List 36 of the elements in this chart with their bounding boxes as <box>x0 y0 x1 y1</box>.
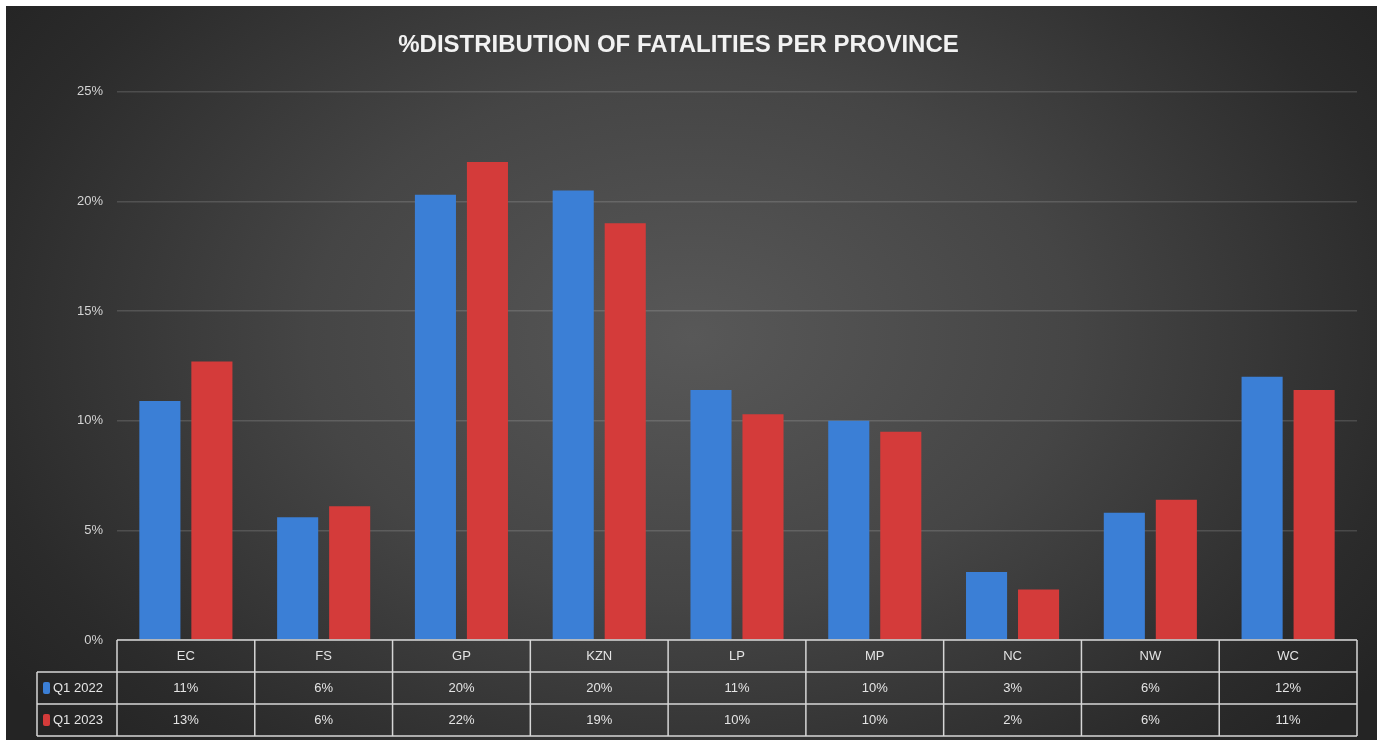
y-tick-label: 5% <box>84 521 104 537</box>
y-tick-label: 10% <box>76 412 104 428</box>
data-label: 6% <box>314 711 334 727</box>
data-label: 10% <box>861 679 889 695</box>
data-label: 11% <box>724 679 750 695</box>
data-label: 2% <box>1003 711 1023 727</box>
y-tick-label: 15% <box>76 302 104 318</box>
data-label: 20% <box>448 679 475 695</box>
x-tick-label: NW <box>1139 648 1162 664</box>
y-tick-label: 20% <box>76 193 104 209</box>
data-label: 6% <box>1140 711 1161 727</box>
chart-title: %DISTRIBUTION OF FATALITIES PER PROVINCE <box>398 30 959 58</box>
data-label: 10% <box>723 711 751 727</box>
y-tick-label: 0% <box>84 631 104 647</box>
data-label: 10% <box>861 711 889 727</box>
x-tick-label: KZN <box>586 648 613 664</box>
legend-label: Q1 2023 <box>53 711 103 727</box>
legend-label: Q1 2022 <box>53 679 103 695</box>
y-tick-label: 25% <box>76 83 104 99</box>
x-tick-label: MP <box>865 648 885 664</box>
data-label: 11% <box>1275 711 1302 727</box>
data-label: 3% <box>1003 679 1023 695</box>
x-tick-label: EC <box>176 648 195 664</box>
x-tick-label: NC <box>1003 648 1022 664</box>
x-tick-label: LP <box>729 648 745 664</box>
data-label: 12% <box>1275 679 1302 695</box>
data-label: 13% <box>172 711 200 727</box>
x-tick-label: WC <box>1277 648 1299 664</box>
data-label: 22% <box>448 711 475 727</box>
data-label: 20% <box>586 679 613 695</box>
x-tick-label: GP <box>452 648 471 664</box>
data-label: 6% <box>314 679 334 695</box>
data-label: 19% <box>586 711 613 727</box>
data-label: 6% <box>1140 679 1161 695</box>
data-label: 11% <box>173 679 199 695</box>
x-tick-label: FS <box>315 648 333 664</box>
